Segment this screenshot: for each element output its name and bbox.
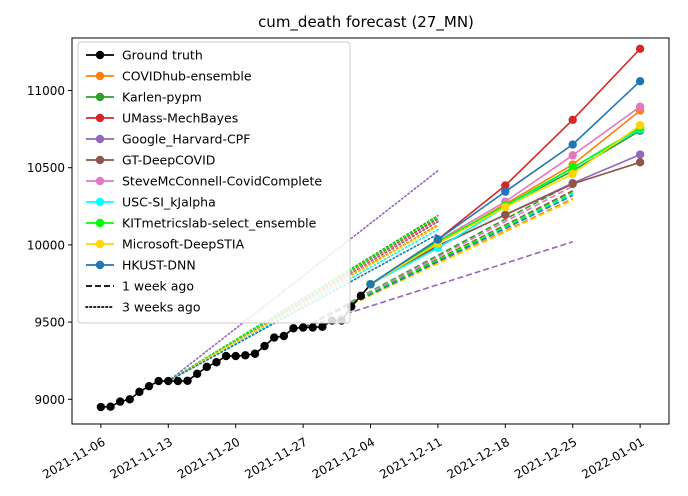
legend-label-7: USC-SI_kJalpha — [122, 195, 216, 210]
x-tick-label-3: 2021-11-27 — [242, 435, 309, 482]
legend-marker-5 — [95, 155, 105, 165]
series-point-3-4 — [635, 150, 645, 159]
x-tick-label-4: 2021-12-04 — [310, 435, 377, 482]
legend-label-9: Microsoft-DeepSTIA — [122, 237, 245, 252]
x-tick-label-7: 2021-12-25 — [512, 435, 579, 482]
series-point-4-2 — [501, 210, 510, 219]
ground-truth-point-10 — [192, 369, 202, 379]
y-tick-label-1: 9500 — [34, 316, 65, 330]
legend-marker-9 — [95, 239, 105, 249]
legend-marker-4 — [95, 134, 105, 144]
y-tick-label-3: 10500 — [27, 161, 65, 175]
ground-truth-point-8 — [173, 376, 183, 386]
series-point-9-1 — [433, 235, 443, 244]
legend-marker-0 — [95, 50, 105, 60]
series-point-8-3 — [568, 169, 577, 179]
ground-truth-point-27 — [356, 291, 366, 301]
ground-truth-point-19 — [279, 331, 289, 341]
x-tick-label-0: 2021-11-06 — [40, 435, 107, 482]
legend-label-4: Google_Harvard-CPF — [122, 132, 250, 147]
x-tick-label-2: 2021-11-20 — [175, 435, 242, 482]
ground-truth-point-3 — [125, 395, 134, 404]
y-tick-label-0: 9000 — [34, 393, 65, 407]
series-3wk-line-3 — [167, 170, 439, 382]
ground-truth-point-2 — [115, 397, 125, 406]
legend-label-10: HKUST-DNN — [122, 258, 196, 273]
legend-marker-8 — [95, 218, 105, 228]
ground-truth-point-12 — [212, 358, 221, 367]
ground-truth-point-6 — [154, 376, 163, 386]
legend-label-2: Karlen-pypm — [122, 90, 202, 105]
y-tick-label-2: 10000 — [27, 238, 65, 252]
ground-truth-point-16 — [250, 349, 260, 358]
plot-area — [96, 44, 645, 412]
legend-label-11: 1 week ago — [122, 279, 194, 294]
x-tick-label-5: 2021-12-11 — [377, 435, 444, 482]
legend-label-3: UMass-MechBayes — [122, 111, 238, 126]
ground-truth-point-4 — [135, 387, 144, 397]
legend-label-0: Ground truth — [122, 48, 203, 63]
ground-truth-point-20 — [289, 324, 298, 333]
series-point-5-3 — [568, 151, 577, 160]
series-point-2-3 — [568, 115, 577, 125]
series-point-4-4 — [635, 158, 645, 167]
legend-box — [77, 41, 351, 324]
ground-truth-point-14 — [231, 351, 240, 361]
x-tick-label-1: 2021-11-13 — [108, 435, 175, 482]
chart-title: cum_death forecast (27_MN) — [258, 13, 474, 32]
series-line-4 — [370, 161, 641, 285]
series-point-9-0 — [366, 280, 375, 289]
ground-truth-point-23 — [318, 322, 327, 331]
legend-label-1: COVIDhub-ensemble — [122, 69, 252, 84]
series-point-9-4 — [635, 77, 645, 86]
ground-truth-point-17 — [260, 341, 269, 351]
legend-marker-10 — [95, 260, 105, 270]
legend: Ground truth COVIDhub-ensemble Karlen-pypm… — [77, 41, 351, 324]
ground-truth-point-5 — [144, 381, 154, 391]
legend-label-6: SteveMcConnell-CovidComplete — [122, 174, 322, 189]
y-tick-label-4: 11000 — [27, 84, 65, 98]
series-point-5-4 — [635, 102, 645, 111]
ground-truth-point-7 — [164, 376, 173, 386]
legend-marker-3 — [95, 113, 105, 123]
y-axis: 9000 9500 10000 10500 11000 — [27, 84, 72, 407]
series-point-7-3 — [568, 163, 577, 172]
ground-truth-point-15 — [241, 351, 250, 360]
x-tick-label-8: 2022-01-01 — [579, 435, 646, 482]
x-tick-label-6: 2021-12-18 — [445, 435, 512, 482]
ground-truth-point-9 — [183, 376, 192, 385]
series-point-9-3 — [568, 140, 577, 149]
series-point-2-2 — [501, 181, 510, 190]
ground-truth-point-18 — [270, 333, 279, 342]
legend-marker-1 — [95, 71, 105, 81]
series-point-9-2 — [501, 187, 510, 196]
ground-truth-point-13 — [221, 351, 231, 361]
ground-truth-point-0 — [96, 402, 106, 412]
ground-truth-point-22 — [308, 323, 317, 332]
legend-marker-6 — [95, 176, 105, 186]
series-point-4-3 — [568, 179, 577, 189]
legend-label-12: 3 weeks ago — [122, 300, 201, 315]
ground-truth-point-21 — [298, 323, 308, 332]
legend-marker-7 — [95, 197, 105, 207]
series-point-8-2 — [501, 202, 510, 212]
series-point-2-4 — [635, 44, 645, 54]
ground-truth-point-11 — [202, 362, 212, 372]
legend-label-5: GT-DeepCOVID — [122, 153, 215, 168]
x-axis: 2021-11-06 2021-11-13 2021-11-20 2021-11-27… — [40, 424, 647, 482]
legend-marker-2 — [95, 92, 105, 102]
series-point-8-4 — [635, 121, 645, 130]
ground-truth-point-1 — [106, 402, 115, 411]
legend-label-8: KITmetricslab-select_ensemble — [122, 216, 317, 231]
